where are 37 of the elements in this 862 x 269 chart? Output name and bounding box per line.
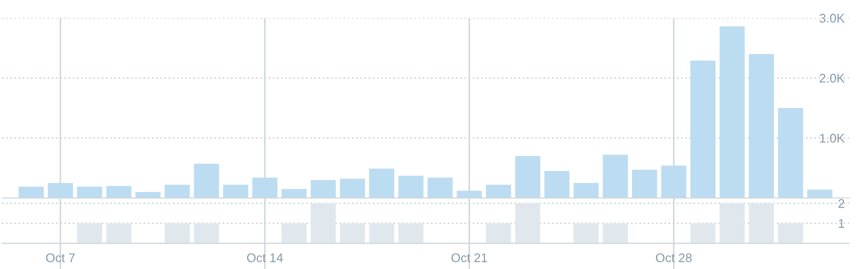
bar — [574, 183, 599, 198]
x-tick-label: Oct 14 — [247, 253, 283, 262]
bar — [194, 164, 220, 198]
bar — [456, 190, 482, 198]
bar — [282, 189, 307, 198]
bar — [164, 184, 190, 198]
y-tick-label: 1 — [838, 219, 844, 228]
y-tick-label: 1.0K — [820, 134, 845, 143]
bar — [748, 54, 774, 198]
bar — [428, 178, 453, 198]
bar — [544, 171, 570, 198]
bar — [340, 178, 366, 198]
y-tick-label: 2.0K — [820, 74, 845, 83]
x-tick-label: Oct 7 — [46, 253, 75, 262]
bar — [690, 60, 716, 198]
bar — [720, 26, 745, 198]
bar — [106, 186, 132, 198]
x-tick-label: Oct 21 — [451, 253, 488, 262]
y-tick-label: 3.0K — [820, 14, 845, 23]
bar — [778, 108, 804, 198]
bar — [602, 154, 628, 198]
bar — [252, 178, 278, 198]
y-tick-label: 2 — [838, 199, 844, 208]
bar — [223, 184, 248, 198]
bar — [807, 190, 832, 198]
bar — [48, 183, 73, 198]
bar — [310, 180, 336, 198]
bar — [486, 184, 512, 198]
x-tick-label: Oct 28 — [656, 253, 692, 262]
bar — [77, 186, 102, 198]
bar — [135, 192, 161, 198]
bar — [18, 186, 44, 198]
bar — [398, 176, 424, 198]
bar — [369, 168, 394, 198]
bar — [632, 170, 658, 198]
bar — [515, 156, 540, 198]
bar — [661, 166, 686, 198]
